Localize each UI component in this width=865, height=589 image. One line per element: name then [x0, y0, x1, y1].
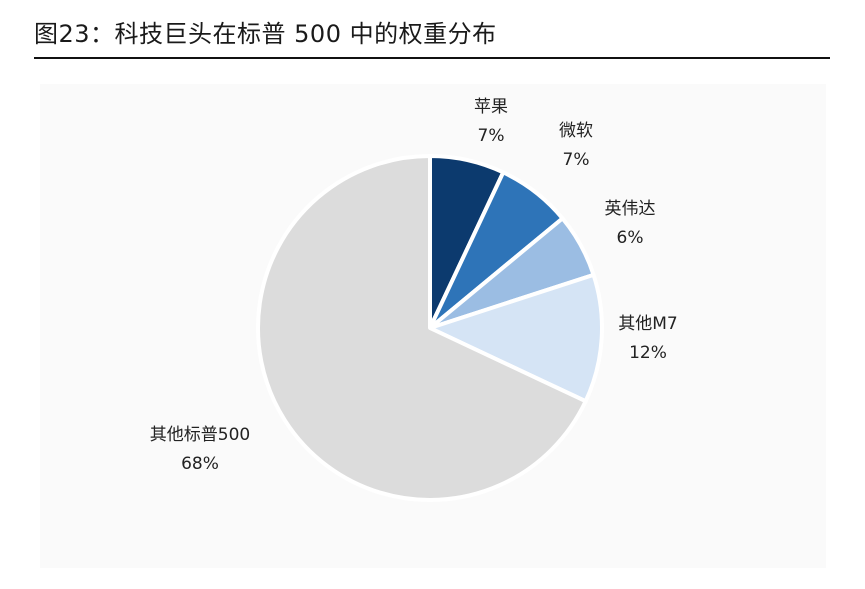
title-divider — [34, 57, 830, 59]
slice-2-name-label: 微软 — [559, 121, 593, 141]
slice-4-wedge — [428, 272, 604, 404]
slice-5-value-label: 68% — [181, 454, 219, 474]
slice-3-name-label: 英伟达 — [605, 199, 656, 219]
pie-slices — [255, 154, 604, 502]
slice-1-value-label: 7% — [478, 126, 505, 146]
figure-title: 图23：科技巨头在标普 500 中的权重分布 — [34, 20, 497, 48]
slice-4-name-label: 其他M7 — [618, 314, 677, 334]
slice-4-value-label: 12% — [629, 343, 667, 363]
slice-5-name-label: 其他标普500 — [150, 425, 250, 445]
slice-5-wedge — [255, 154, 588, 502]
slice-2-value-label: 7% — [563, 150, 590, 170]
slice-1-name-label: 苹果 — [474, 97, 508, 117]
slice-3-value-label: 6% — [617, 228, 644, 248]
pie-labels: 苹果 7% 微软 7% 英伟达 6% 其他M7 12% 其他标普500 68% — [150, 97, 678, 474]
